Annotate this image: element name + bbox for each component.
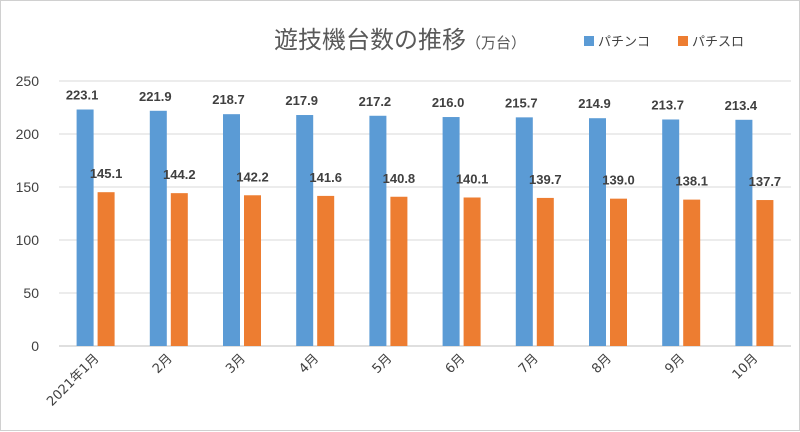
- y-tick-label: 0: [31, 338, 39, 354]
- y-axis: 0 50 100 150 200 250: [16, 73, 40, 354]
- data-label: 138.1: [675, 174, 708, 189]
- y-tick-label: 200: [16, 126, 40, 142]
- x-tick-label: 8月: [589, 351, 615, 377]
- x-tick-label: 10月: [730, 351, 761, 382]
- data-label: 216.0: [432, 95, 465, 110]
- bar-pachinko: [735, 119, 753, 347]
- bar-pachislot: [463, 197, 481, 346]
- x-tick-label: 7月: [516, 351, 542, 377]
- data-label: 215.7: [505, 95, 538, 110]
- y-tick-label: 50: [23, 285, 39, 301]
- bar-pachislot: [390, 196, 408, 346]
- data-label: 137.7: [749, 174, 782, 189]
- legend-label-pachislot: パチスロ: [692, 35, 744, 50]
- data-labels: 223.1 145.1 221.9 144.2 218.7 142.2 217.9 141.6…: [66, 88, 781, 190]
- data-label: 145.1: [90, 166, 123, 181]
- data-label: 141.6: [309, 170, 342, 185]
- bar-pachislot: [170, 193, 188, 346]
- bar-pachinko: [662, 119, 680, 346]
- y-tick-label: 100: [16, 232, 40, 248]
- legend-label-pachinko: パチンコ: [598, 35, 650, 50]
- bar-pachinko: [515, 117, 533, 346]
- bar-pachislot: [244, 195, 261, 346]
- bar-pachinko: [369, 115, 387, 346]
- data-label: 140.8: [383, 171, 416, 186]
- data-label: 223.1: [66, 88, 99, 103]
- bar-pachislot: [317, 195, 335, 346]
- legend-swatch-pachinko: [584, 36, 594, 46]
- bar-pachislot: [536, 197, 554, 346]
- x-tick-label: 4月: [296, 351, 322, 377]
- x-tick-label: 2021年1月: [44, 351, 102, 409]
- data-label: 139.0: [602, 173, 635, 188]
- chart-title: 遊技機台数の推移（万台）: [274, 26, 526, 54]
- bars: [76, 109, 774, 347]
- legend: パチンコ パチスロ: [584, 35, 744, 50]
- x-tick-label: 6月: [443, 351, 469, 377]
- data-label: 221.9: [139, 89, 172, 104]
- x-tick-label: 5月: [370, 351, 396, 377]
- bar-pachinko: [76, 109, 94, 346]
- bar-pachinko: [149, 110, 167, 346]
- data-label: 214.9: [578, 96, 611, 111]
- x-tick-label: 3月: [223, 351, 249, 377]
- bar-pachinko: [223, 114, 240, 346]
- x-axis: 2021年1月 2月 3月 4月 5月 6月 7月 8月 9月 10月: [44, 351, 761, 409]
- bar-pachinko: [442, 117, 460, 346]
- bar-pachinko: [296, 115, 314, 346]
- data-label: 213.4: [725, 98, 758, 113]
- bar-pachislot: [756, 200, 774, 346]
- bar-pachislot: [97, 192, 115, 346]
- legend-swatch-pachislot: [678, 36, 688, 46]
- y-tick-label: 250: [16, 73, 40, 89]
- data-label: 213.7: [651, 97, 684, 112]
- data-label: 139.7: [529, 172, 562, 187]
- data-label: 144.2: [163, 167, 196, 182]
- x-tick-label: 2月: [150, 351, 176, 377]
- x-tick-label: 9月: [662, 351, 688, 377]
- bar-pachinko: [589, 118, 606, 347]
- y-tick-label: 150: [16, 179, 40, 195]
- bar-pachislot: [683, 199, 701, 346]
- data-label: 217.9: [285, 93, 318, 108]
- gridlines: [59, 80, 791, 347]
- data-label: 140.1: [456, 171, 489, 186]
- data-label: 217.2: [359, 94, 392, 109]
- data-label: 142.2: [236, 169, 269, 184]
- data-label: 218.7: [212, 92, 245, 107]
- bar-pachislot: [610, 198, 627, 346]
